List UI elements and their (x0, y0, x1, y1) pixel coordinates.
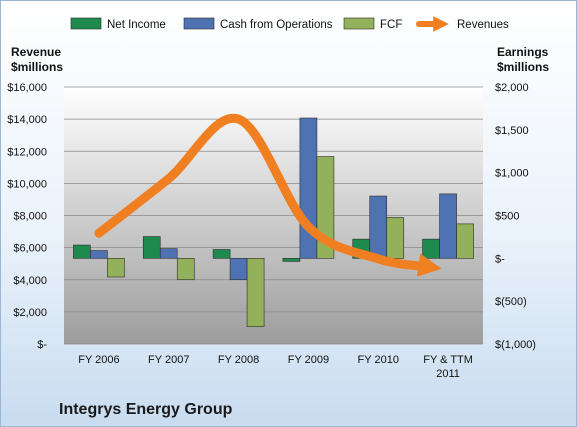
left-tick-label: $10,000 (7, 178, 47, 190)
legend-label: Cash from Operations (220, 19, 333, 31)
legend-label: Net Income (107, 19, 166, 31)
bar-1-1 (159, 248, 178, 259)
bar-1-5 (439, 193, 457, 259)
revenue-line (94, 113, 442, 277)
left-tick-label: $12,000 (7, 146, 47, 158)
legend-swatch (343, 17, 375, 30)
left-axis-ticks: $- $2,000 $4,000 $6,000 $8,000 $10,000 $12,000… (7, 82, 47, 351)
left-axis-title-line2: $millions (11, 60, 63, 74)
right-tick-label: $(1,000) (495, 339, 536, 351)
bar-2-5 (456, 223, 474, 259)
right-tick-label: $2,000 (495, 82, 529, 94)
x-tick-label: FY 2006 (78, 354, 119, 366)
gridlines (64, 86, 483, 345)
x-tick-label: FY 2008 (218, 354, 259, 366)
revenue-line-path (94, 113, 442, 277)
bar-0-0 (73, 244, 91, 259)
right-tick-label: $500 (495, 211, 519, 223)
right-axis-ticks: $(1,000) $(500) $- $500 $1,000 $1,500 $2,000 (495, 82, 536, 351)
bar-0-3 (282, 258, 301, 262)
left-tick-label: $8,000 (13, 211, 47, 223)
legend-swatch (183, 17, 215, 30)
bar-1-0 (90, 250, 108, 259)
bar-0-2 (212, 249, 231, 259)
right-tick-label: $1,500 (495, 125, 529, 137)
x-tick-label: FY 2007 (148, 354, 189, 366)
left-tick-label: $2,000 (13, 307, 47, 319)
left-axis-title-line1: Revenue (11, 45, 61, 59)
bar-0-1 (142, 236, 161, 259)
bar-2-4 (386, 217, 405, 259)
bar-2-0 (107, 258, 125, 278)
legend: Net Income Cash from Operations FCF Revenue… (70, 16, 509, 32)
x-tick-label: 2011 (436, 368, 460, 380)
legend-swatch (70, 17, 102, 30)
right-axis-title-line1: Earnings (497, 45, 549, 59)
chart-title: Integrys Energy Group (59, 401, 233, 418)
right-axis-title-line2: $millions (497, 60, 549, 74)
bar-2-1 (176, 258, 195, 281)
bar-0-5 (422, 238, 440, 259)
x-tick-label: FY 2009 (288, 354, 329, 366)
legend-label: Revenues (457, 19, 509, 31)
left-tick-label: $4,000 (13, 275, 47, 287)
legend-label: FCF (380, 19, 402, 31)
right-tick-label: $1,000 (495, 168, 529, 180)
x-tick-label: FY & TTM (423, 354, 473, 366)
left-tick-label: $14,000 (7, 114, 47, 126)
left-tick-label: $6,000 (13, 243, 47, 255)
bar-2-2 (246, 258, 265, 327)
left-tick-label: $16,000 (7, 82, 47, 94)
bar-1-4 (369, 195, 388, 259)
x-axis-ticks: FY 2006 FY 2007 FY 2008 FY 2009 FY 2010 FY & … (78, 354, 473, 380)
x-tick-label: FY 2010 (358, 354, 399, 366)
left-tick-label: $- (37, 339, 47, 351)
right-tick-label: $- (495, 253, 505, 265)
right-tick-label: $(500) (495, 296, 527, 308)
bar-1-2 (229, 258, 248, 281)
